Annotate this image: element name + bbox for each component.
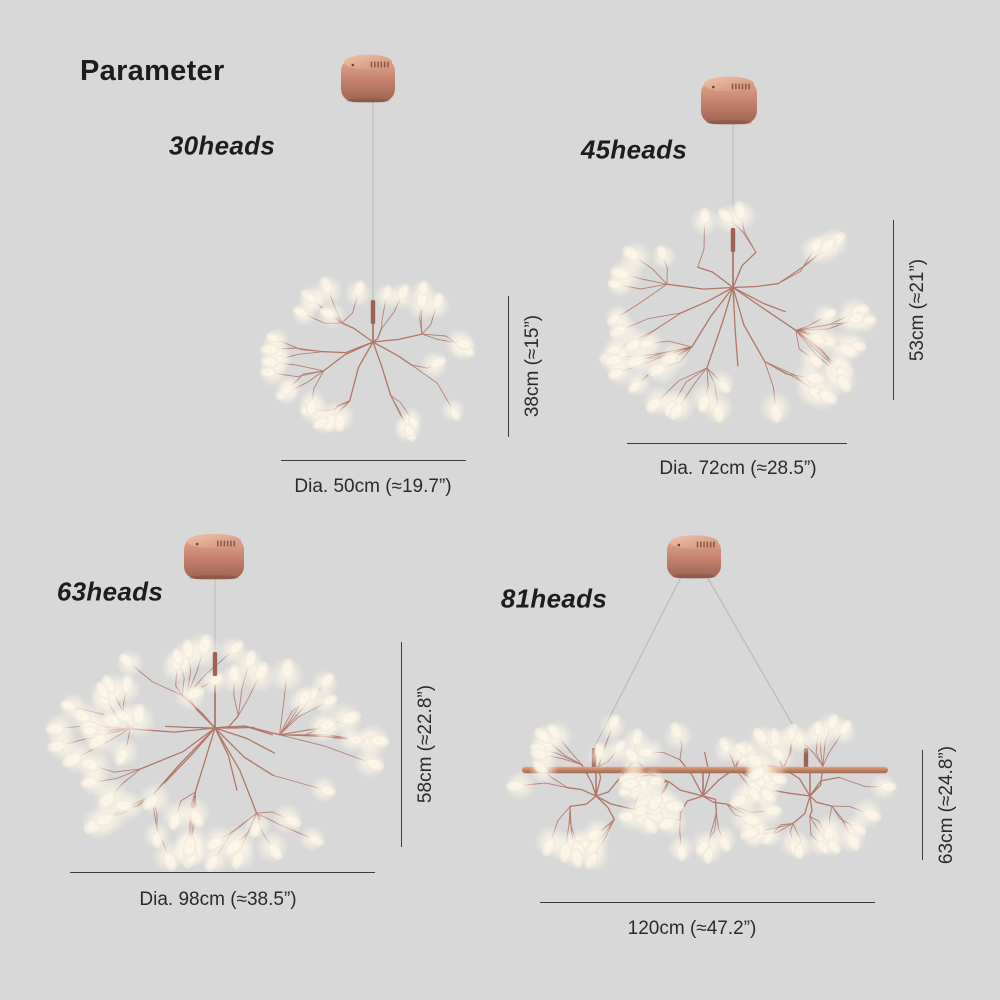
width-dim-label-45: Dia. 72cm (≈28.5”) — [659, 458, 817, 479]
height-dim-label-45: 53cm (≈21”) — [907, 258, 928, 362]
heads-label-45: 45heads — [580, 134, 688, 165]
width-dim-line-81 — [540, 902, 875, 903]
height-dim-line-63 — [401, 642, 402, 847]
heads-label-81: 81heads — [500, 583, 608, 614]
height-dim-line-45 — [893, 220, 894, 400]
width-dim-label-30: Dia. 50cm (≈19.7”) — [294, 476, 452, 497]
heads-label-63: 63heads — [56, 576, 164, 607]
height-dim-line-30 — [508, 296, 509, 437]
heads-label-30: 30heads — [168, 130, 276, 161]
width-dim-line-30 — [281, 460, 466, 461]
height-dim-line-81 — [922, 750, 923, 860]
width-dim-line-45 — [627, 443, 847, 444]
page-title: Parameter — [80, 55, 225, 87]
width-dim-label-81: 120cm (≈47.2”) — [627, 918, 757, 939]
height-dim-label-81: 63cm (≈24.8”) — [936, 745, 957, 865]
height-dim-label-63: 58cm (≈22.8”) — [415, 684, 436, 804]
width-dim-line-63 — [70, 872, 375, 873]
height-dim-label-30: 38cm (≈15”) — [522, 314, 543, 418]
width-dim-label-63: Dia. 98cm (≈38.5”) — [139, 889, 297, 910]
